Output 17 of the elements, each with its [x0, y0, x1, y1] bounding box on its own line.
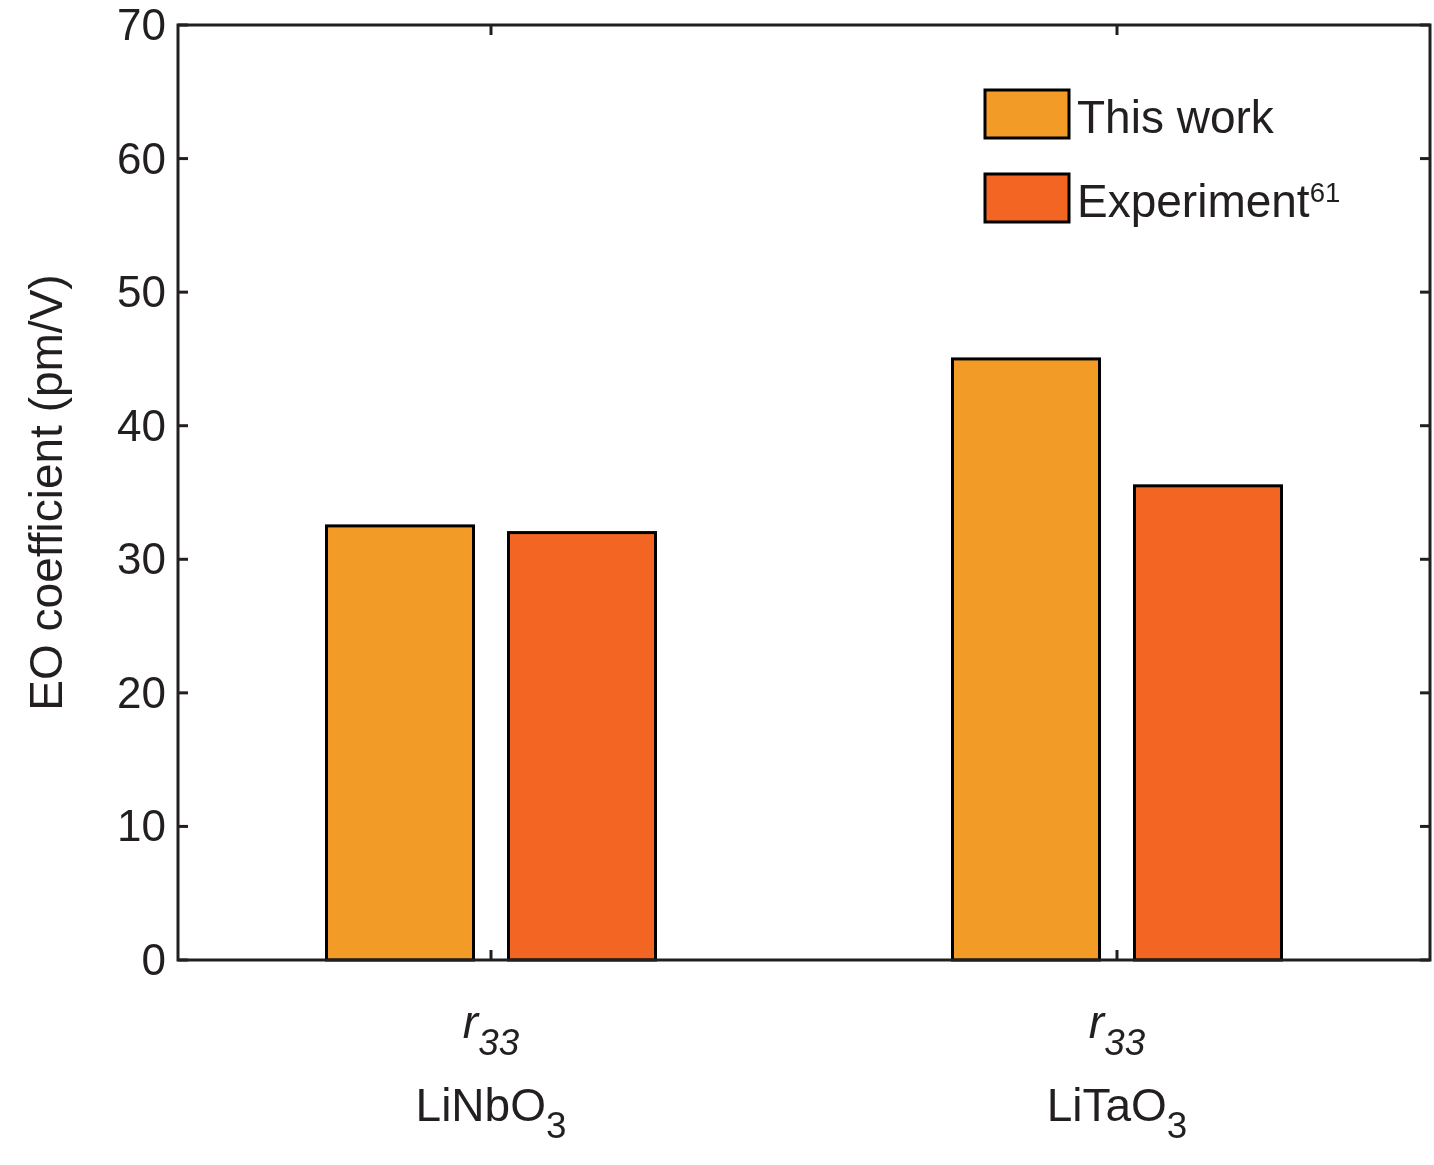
y-axis-title: EO coefficient (pm/V): [20, 274, 72, 711]
x-tick-label: r$_{33}$ LiTaO$_{3}$: [1046, 996, 1188, 1146]
bar: [325, 524, 475, 962]
y-tick-label: 30: [117, 534, 166, 584]
y-tick-label: 0: [141, 935, 166, 984]
y-tick-label: 40: [117, 400, 166, 450]
y-tick-label: 60: [117, 133, 166, 183]
bar: [951, 357, 1101, 962]
bar: [1133, 484, 1283, 962]
x-tick-label: r$_{33}$ LiNbO$_{3}$: [415, 996, 567, 1146]
legend-label: Experiment$^{61}$: [1077, 175, 1341, 227]
y-tick-label: 20: [117, 667, 166, 717]
y-tick-label: 70: [117, 0, 166, 49]
y-tick-label: 50: [117, 267, 166, 317]
legend-label: This work: [1077, 91, 1275, 143]
y-tick-label: 10: [117, 801, 166, 851]
bar: [507, 531, 657, 962]
